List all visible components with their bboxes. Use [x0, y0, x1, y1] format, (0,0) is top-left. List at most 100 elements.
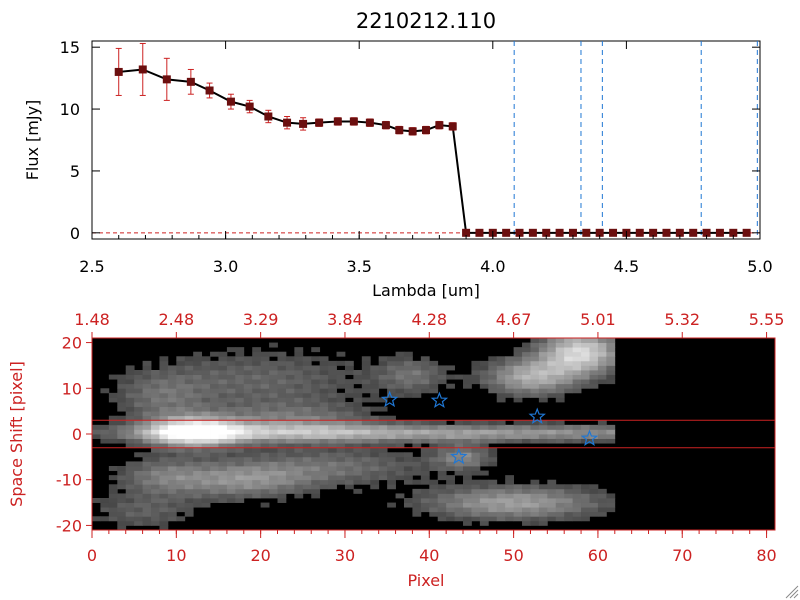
image-pixel — [252, 488, 262, 494]
image-pixel — [437, 379, 447, 385]
image-pixel — [285, 488, 295, 494]
image-pixel — [184, 511, 194, 517]
image-pixel — [319, 379, 329, 385]
image-pixel — [581, 498, 590, 503]
image-pixel — [159, 415, 169, 421]
image-pixel — [420, 488, 430, 494]
image-pixel — [218, 402, 228, 407]
image-pixel — [294, 443, 304, 449]
image-pixel — [403, 479, 413, 485]
image-pixel — [285, 411, 295, 417]
image-pixel — [134, 511, 143, 517]
image-pixel — [260, 470, 270, 476]
image-pixel — [344, 484, 354, 490]
image-pixel — [142, 429, 152, 435]
image-pixel — [522, 438, 531, 444]
image-pixel — [260, 443, 270, 449]
image-pixel — [437, 370, 447, 375]
image-pixel — [463, 511, 472, 517]
image-pixel — [167, 379, 177, 385]
image-pixel — [252, 443, 262, 449]
image-pixel — [412, 479, 422, 485]
image-pixel — [294, 438, 304, 444]
image-pixel — [151, 443, 160, 449]
image-pixel — [471, 488, 481, 494]
image-pixel — [505, 374, 515, 380]
image-pixel — [530, 392, 540, 398]
image-pixel — [412, 365, 422, 371]
spectrum-point — [114, 67, 123, 76]
image-pixel — [210, 493, 219, 499]
image-pixel — [581, 383, 590, 389]
spectrum-y-tick-label: 5 — [70, 162, 80, 181]
image-pixel — [277, 424, 287, 430]
image-pixel — [572, 356, 582, 362]
image-pixel — [547, 484, 557, 490]
image-pixel — [302, 456, 312, 462]
image-pixel — [235, 360, 245, 366]
image-pixel — [226, 360, 236, 366]
image-pixel — [336, 466, 346, 471]
image-pixel — [564, 507, 574, 513]
image-pixel — [302, 365, 312, 371]
image-pixel — [184, 461, 194, 467]
image-pixel — [538, 379, 548, 385]
image-pixel — [235, 484, 245, 490]
image-pixel — [513, 424, 523, 430]
image-pixel — [555, 360, 565, 366]
image-pixel — [151, 379, 160, 385]
image-pixel — [463, 498, 472, 503]
image-pixel — [353, 488, 363, 494]
image-pixel — [336, 411, 346, 417]
image-pixel — [294, 484, 304, 490]
image-pixel — [302, 411, 312, 417]
image-pixel — [193, 475, 203, 481]
image-pixel — [193, 402, 203, 407]
image-pixel — [269, 365, 278, 371]
image-pixel — [201, 452, 211, 458]
image-pixel — [142, 466, 152, 471]
image-pixel — [210, 484, 219, 490]
image-pixel — [277, 370, 287, 375]
image-pixel — [513, 507, 523, 513]
image-pixel — [210, 402, 219, 407]
image-pixel — [564, 347, 574, 353]
spectrum-y-label: Flux [mJy] — [23, 100, 42, 181]
image-pixel — [193, 456, 203, 462]
image-pixel — [538, 360, 548, 366]
image-pixel — [370, 475, 380, 481]
image-pixel — [370, 452, 380, 458]
image-pixel — [471, 447, 481, 453]
image-pixel — [201, 406, 211, 412]
image-pixel — [446, 479, 455, 485]
image-pixel — [471, 374, 481, 380]
image-pixel — [463, 502, 472, 508]
image-pixel — [538, 507, 548, 513]
image-pixel — [226, 434, 236, 439]
image-pixel — [319, 484, 329, 490]
image-pixel — [336, 479, 346, 485]
image-pixel — [589, 351, 599, 357]
image-pixel — [269, 479, 278, 485]
image-pixel — [513, 365, 523, 371]
image-pixel — [479, 452, 489, 458]
image-pixel — [294, 424, 304, 430]
image-pixel — [193, 356, 203, 362]
image-pixel — [547, 356, 557, 362]
image-pixel — [243, 360, 253, 366]
image-pixel — [336, 397, 346, 403]
resize-grip-icon[interactable] — [785, 585, 799, 599]
image-pixel — [269, 374, 278, 380]
image-pixel — [235, 411, 245, 417]
image-pixel — [429, 456, 439, 462]
image-pixel — [159, 365, 169, 371]
image-pixel — [210, 379, 219, 385]
image-pixel — [269, 484, 278, 490]
image-pixel — [336, 402, 346, 407]
image-pixel — [193, 411, 203, 417]
image-pixel — [294, 392, 304, 398]
image-pixel — [252, 493, 262, 499]
spectrum-point — [245, 102, 254, 111]
image-pixel — [564, 356, 574, 362]
image-pixel — [412, 461, 422, 467]
